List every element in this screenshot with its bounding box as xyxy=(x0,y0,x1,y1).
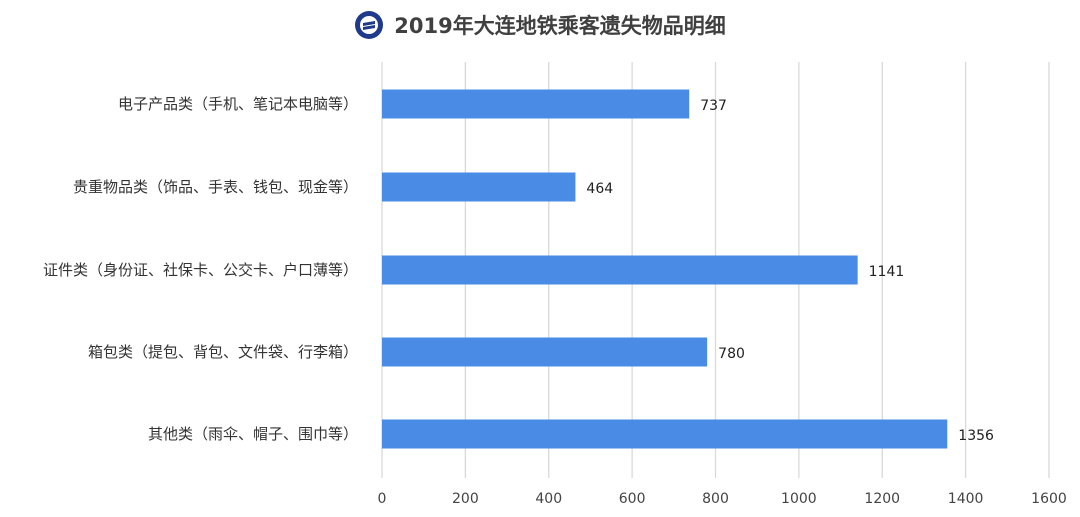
data-label: 737 xyxy=(700,98,727,114)
x-tick-label: 600 xyxy=(619,491,646,507)
dalian-metro-logo-icon xyxy=(355,11,384,39)
data-label: 780 xyxy=(718,346,745,362)
bar xyxy=(382,337,708,367)
x-tick-label: 400 xyxy=(535,491,562,507)
x-tick-label: 1200 xyxy=(864,491,900,507)
category-label: 证件类（身份证、社保卡、公交卡、户口薄等） xyxy=(43,261,358,279)
x-tick-label: 1000 xyxy=(781,491,817,507)
chart-title: 2019年大连地铁乘客遗失物品明细 xyxy=(394,14,726,38)
category-label: 其他类（雨伞、帽子、围巾等） xyxy=(148,425,358,443)
x-tick-label: 1400 xyxy=(948,491,984,507)
category-label: 箱包类（提包、背包、文件袋、行李箱） xyxy=(88,343,358,361)
data-label: 1356 xyxy=(958,428,994,444)
category-label: 贵重物品类（饰品、手表、钱包、现金等） xyxy=(73,178,358,196)
bar xyxy=(382,255,858,285)
x-tick-label: 800 xyxy=(702,491,729,507)
bar xyxy=(382,419,948,449)
x-tick-label: 0 xyxy=(378,491,387,507)
bar xyxy=(382,172,576,202)
category-label: 电子产品类（手机、笔记本电脑等） xyxy=(118,95,358,113)
data-label: 1141 xyxy=(869,264,905,280)
x-tick-label: 200 xyxy=(452,491,479,507)
x-tick-label: 1600 xyxy=(1031,491,1067,507)
bar xyxy=(382,89,690,119)
chart-header: 2019年大连地铁乘客遗失物品明细 xyxy=(0,8,1080,42)
data-label: 464 xyxy=(586,181,613,197)
